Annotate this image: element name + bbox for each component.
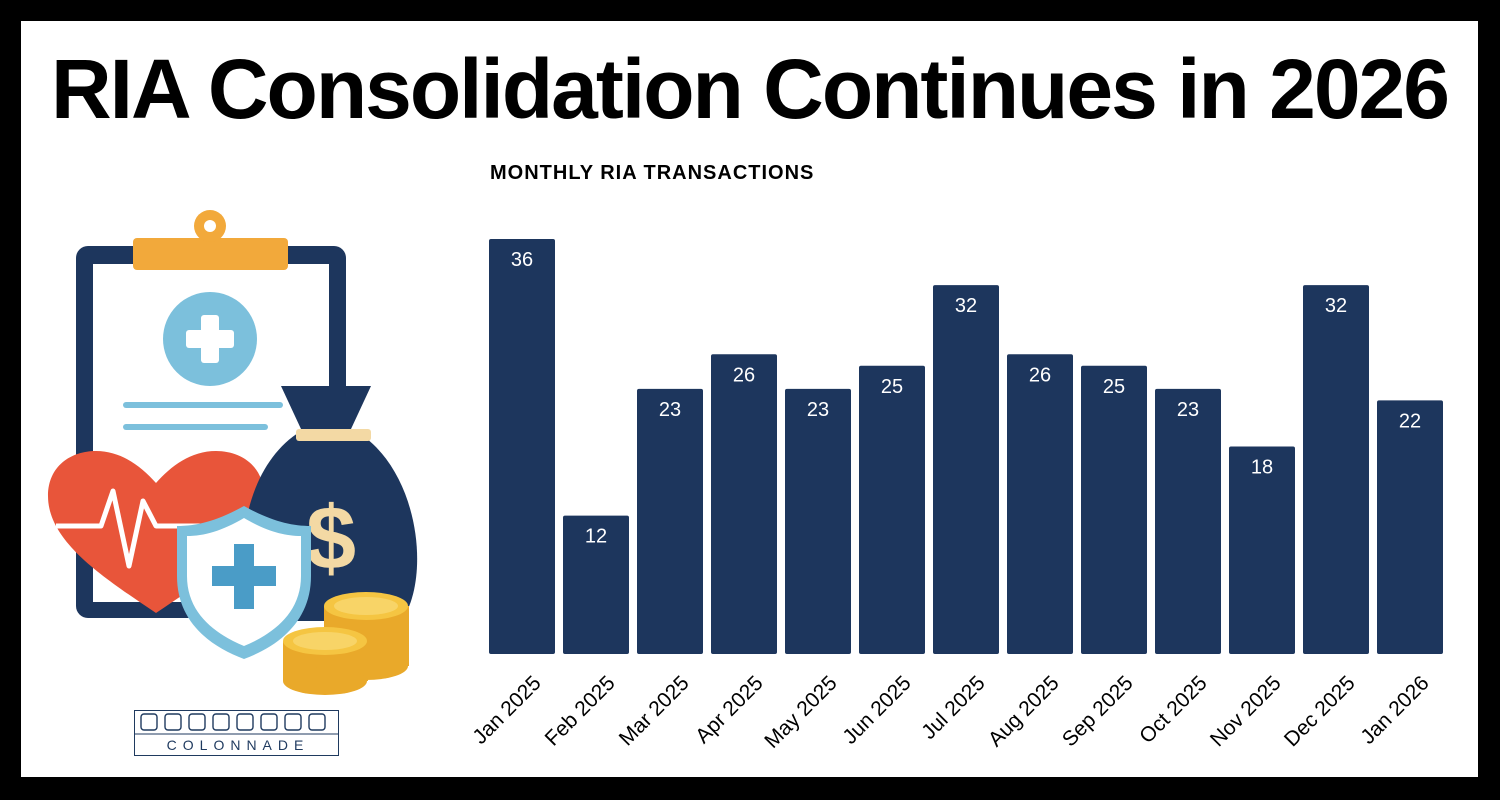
data-label: 26: [733, 364, 755, 386]
logo-text: COLONNADE: [167, 737, 310, 753]
data-label: 23: [807, 399, 829, 421]
bar-may-2025: [785, 388, 851, 654]
poster-frame: RIA Consolidation Continues in 2026 MONT…: [21, 21, 1478, 777]
data-label: 23: [1177, 399, 1199, 421]
bar-jan-2026: [1377, 400, 1443, 654]
bar-aug-2025: [1007, 354, 1073, 654]
data-label: 26: [1029, 364, 1051, 386]
finance-health-illustration: $: [48, 210, 418, 695]
data-label: 32: [955, 295, 977, 317]
x-tick-label: Jul 2025: [917, 671, 989, 743]
x-tick-label: Oct 2025: [1135, 671, 1212, 748]
data-label: 25: [881, 376, 903, 398]
dollar-sign-icon: $: [306, 489, 356, 589]
x-tick-label: Apr 2025: [691, 671, 768, 748]
x-tick-label: Jan 2025: [468, 671, 545, 748]
page-title: RIA Consolidation Continues in 2026: [50, 42, 1450, 136]
bar-oct-2025: [1155, 388, 1221, 654]
data-label: 18: [1251, 457, 1273, 479]
bar-jul-2025: [933, 285, 999, 654]
data-label: 25: [1103, 376, 1125, 398]
bar-jan-2025: [489, 239, 555, 654]
data-label: 12: [585, 526, 607, 548]
colonnade-logo: COLONNADE: [134, 710, 339, 756]
x-tick-label: Nov 2025: [1206, 671, 1286, 751]
x-tick-label: Mar 2025: [615, 671, 694, 750]
bar-nov-2025: [1229, 446, 1295, 654]
bar-sep-2025: [1081, 365, 1147, 654]
bar-jun-2025: [859, 365, 925, 654]
data-label: 32: [1325, 295, 1347, 317]
bar-dec-2025: [1303, 285, 1369, 654]
data-label: 23: [659, 399, 681, 421]
bar-apr-2025: [711, 354, 777, 654]
bar-feb-2025: [563, 515, 629, 654]
data-label: 36: [511, 249, 533, 271]
bar-mar-2025: [637, 388, 703, 654]
data-label: 22: [1399, 410, 1421, 432]
x-tick-label: May 2025: [760, 671, 841, 752]
x-tick-label: Aug 2025: [984, 671, 1064, 751]
chart-title: MONTHLY RIA TRANSACTIONS: [490, 162, 815, 184]
shield-icon: [177, 506, 311, 659]
x-tick-label: Jun 2025: [838, 671, 915, 748]
bar-chart: 36 Jan 2025 12 Feb 2025 23 Mar 2025 26 Apr 2025…: [468, 239, 1443, 753]
x-tick-label: Dec 2025: [1280, 671, 1360, 751]
coins-icon: [283, 592, 409, 695]
x-tick-label: Jan 2026: [1356, 671, 1433, 748]
x-tick-label: Sep 2025: [1058, 671, 1138, 751]
x-tick-label: Feb 2025: [541, 671, 620, 750]
